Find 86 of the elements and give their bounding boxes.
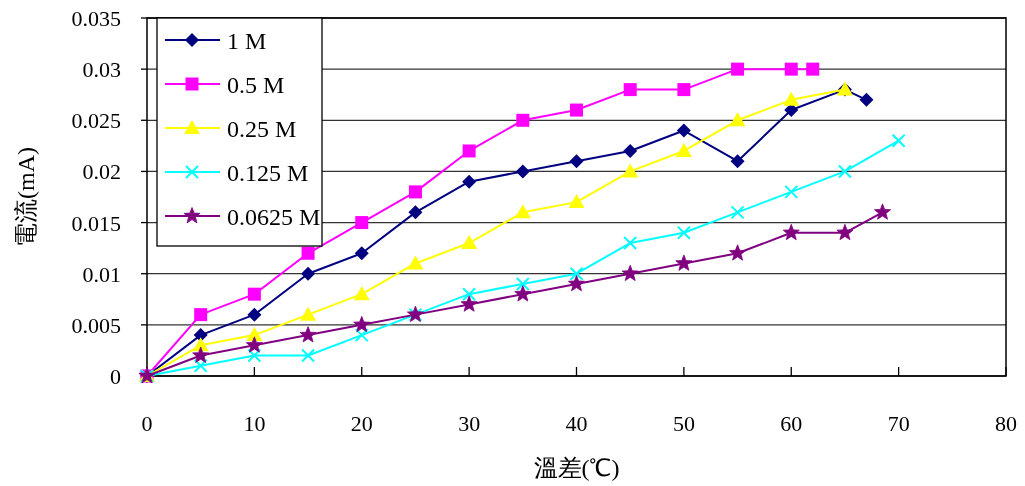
point — [514, 204, 531, 219]
point — [675, 254, 693, 271]
point — [623, 143, 638, 158]
point — [514, 285, 532, 302]
point — [569, 266, 584, 281]
point — [462, 287, 477, 302]
point — [730, 154, 745, 169]
point — [193, 358, 208, 373]
point — [247, 287, 261, 301]
point — [408, 205, 423, 220]
point — [354, 328, 369, 343]
point — [731, 62, 745, 76]
point — [836, 223, 854, 241]
point — [729, 244, 747, 261]
point — [461, 235, 478, 250]
y-tick-label: 0 — [110, 364, 121, 389]
point — [301, 246, 315, 260]
y-tick-label: 0.02 — [82, 159, 121, 185]
x-tick-label: 30 — [458, 411, 481, 436]
point — [300, 306, 317, 321]
point — [676, 123, 691, 138]
point — [675, 142, 692, 157]
x-tick-label: 80 — [995, 411, 1017, 436]
point — [194, 308, 208, 322]
y-tick-label: 0.025 — [71, 108, 121, 134]
point — [460, 295, 478, 312]
y-tick-label: 0.03 — [82, 57, 121, 83]
x-axis-title: 溫差(℃) — [533, 455, 620, 481]
point — [874, 203, 891, 220]
y-tick-label: 0.01 — [82, 261, 121, 287]
point — [568, 194, 585, 209]
point — [408, 185, 422, 199]
point — [299, 326, 317, 343]
x-tick-label: 10 — [243, 411, 266, 436]
point — [515, 276, 530, 291]
point — [407, 255, 424, 270]
point — [355, 216, 369, 230]
point — [569, 154, 584, 169]
point — [354, 246, 369, 261]
point — [806, 62, 820, 76]
legend-label: 0.0625 M — [227, 204, 321, 230]
x-tick-label: 0 — [141, 411, 153, 436]
point — [247, 307, 262, 322]
y-axis-title: 電流(mA) — [13, 147, 39, 247]
legend-label: 0.25 M — [227, 116, 297, 142]
y-tick-label: 0.015 — [71, 210, 121, 236]
point — [301, 348, 316, 363]
point — [730, 205, 745, 220]
point — [301, 266, 316, 281]
point — [515, 164, 530, 179]
point — [783, 91, 800, 106]
point — [245, 336, 263, 353]
point — [192, 346, 210, 363]
y-tick-label: 0.005 — [71, 312, 121, 338]
point — [570, 103, 583, 117]
point — [353, 286, 370, 301]
legend-label: 1 M — [227, 28, 267, 54]
point — [891, 133, 906, 148]
point — [676, 225, 691, 240]
x-tick-label: 60 — [780, 411, 803, 436]
legend-label: 0.125 M — [227, 160, 309, 186]
point — [462, 144, 476, 158]
x-tick-label: 70 — [887, 411, 910, 436]
point — [516, 113, 530, 127]
point — [782, 223, 800, 241]
point — [859, 92, 874, 107]
point — [784, 184, 799, 199]
point — [621, 264, 639, 281]
point — [622, 163, 639, 178]
point — [247, 348, 262, 363]
point — [568, 275, 585, 292]
point — [677, 83, 691, 97]
point — [193, 328, 208, 343]
point — [353, 315, 371, 333]
point — [462, 174, 477, 189]
y-tick-label: 0.035 — [71, 6, 121, 31]
x-tick-label: 40 — [565, 411, 588, 436]
x-tick-label: 20 — [350, 411, 373, 436]
x-tick-label: 50 — [672, 411, 695, 436]
point — [784, 62, 798, 76]
point — [729, 112, 746, 127]
point — [837, 164, 852, 179]
point — [784, 103, 799, 118]
point — [623, 236, 638, 251]
point — [623, 83, 637, 97]
legend-label: 0.5 M — [227, 72, 285, 98]
